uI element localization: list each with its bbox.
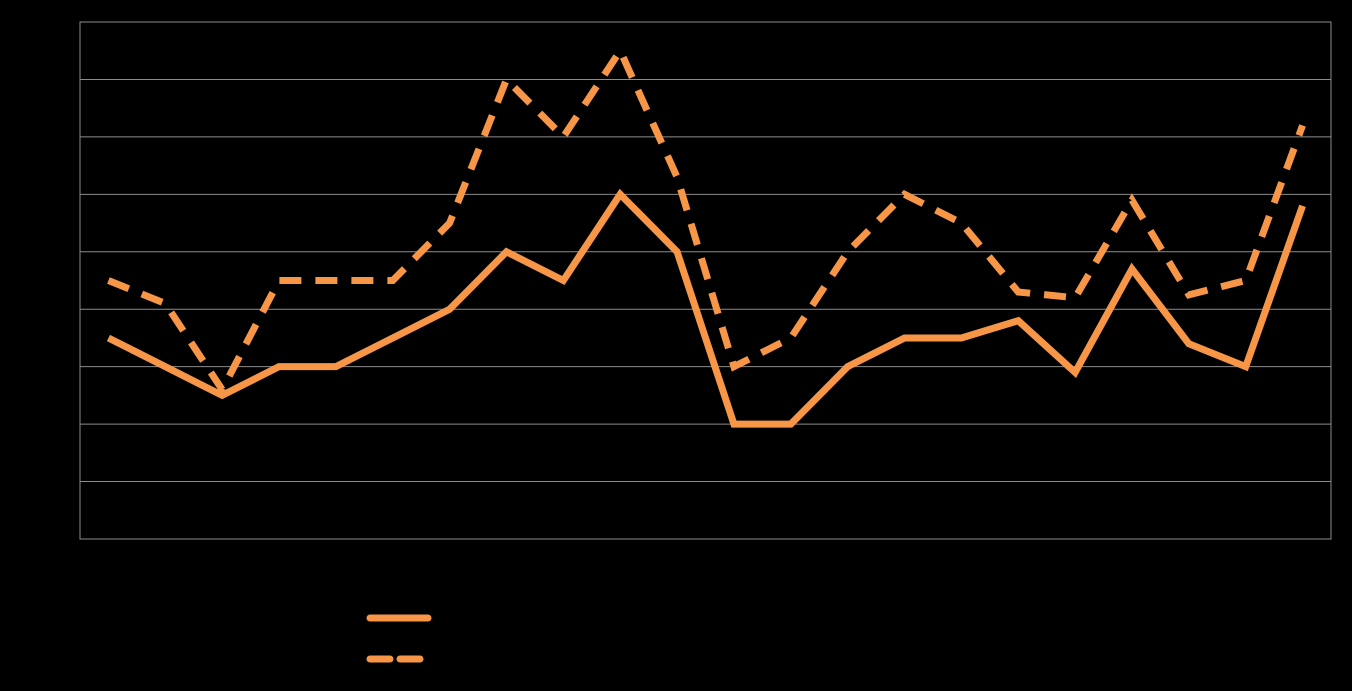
data-line xyxy=(106,188,1306,428)
plot-border xyxy=(79,21,1332,540)
data-line xyxy=(107,43,1306,397)
